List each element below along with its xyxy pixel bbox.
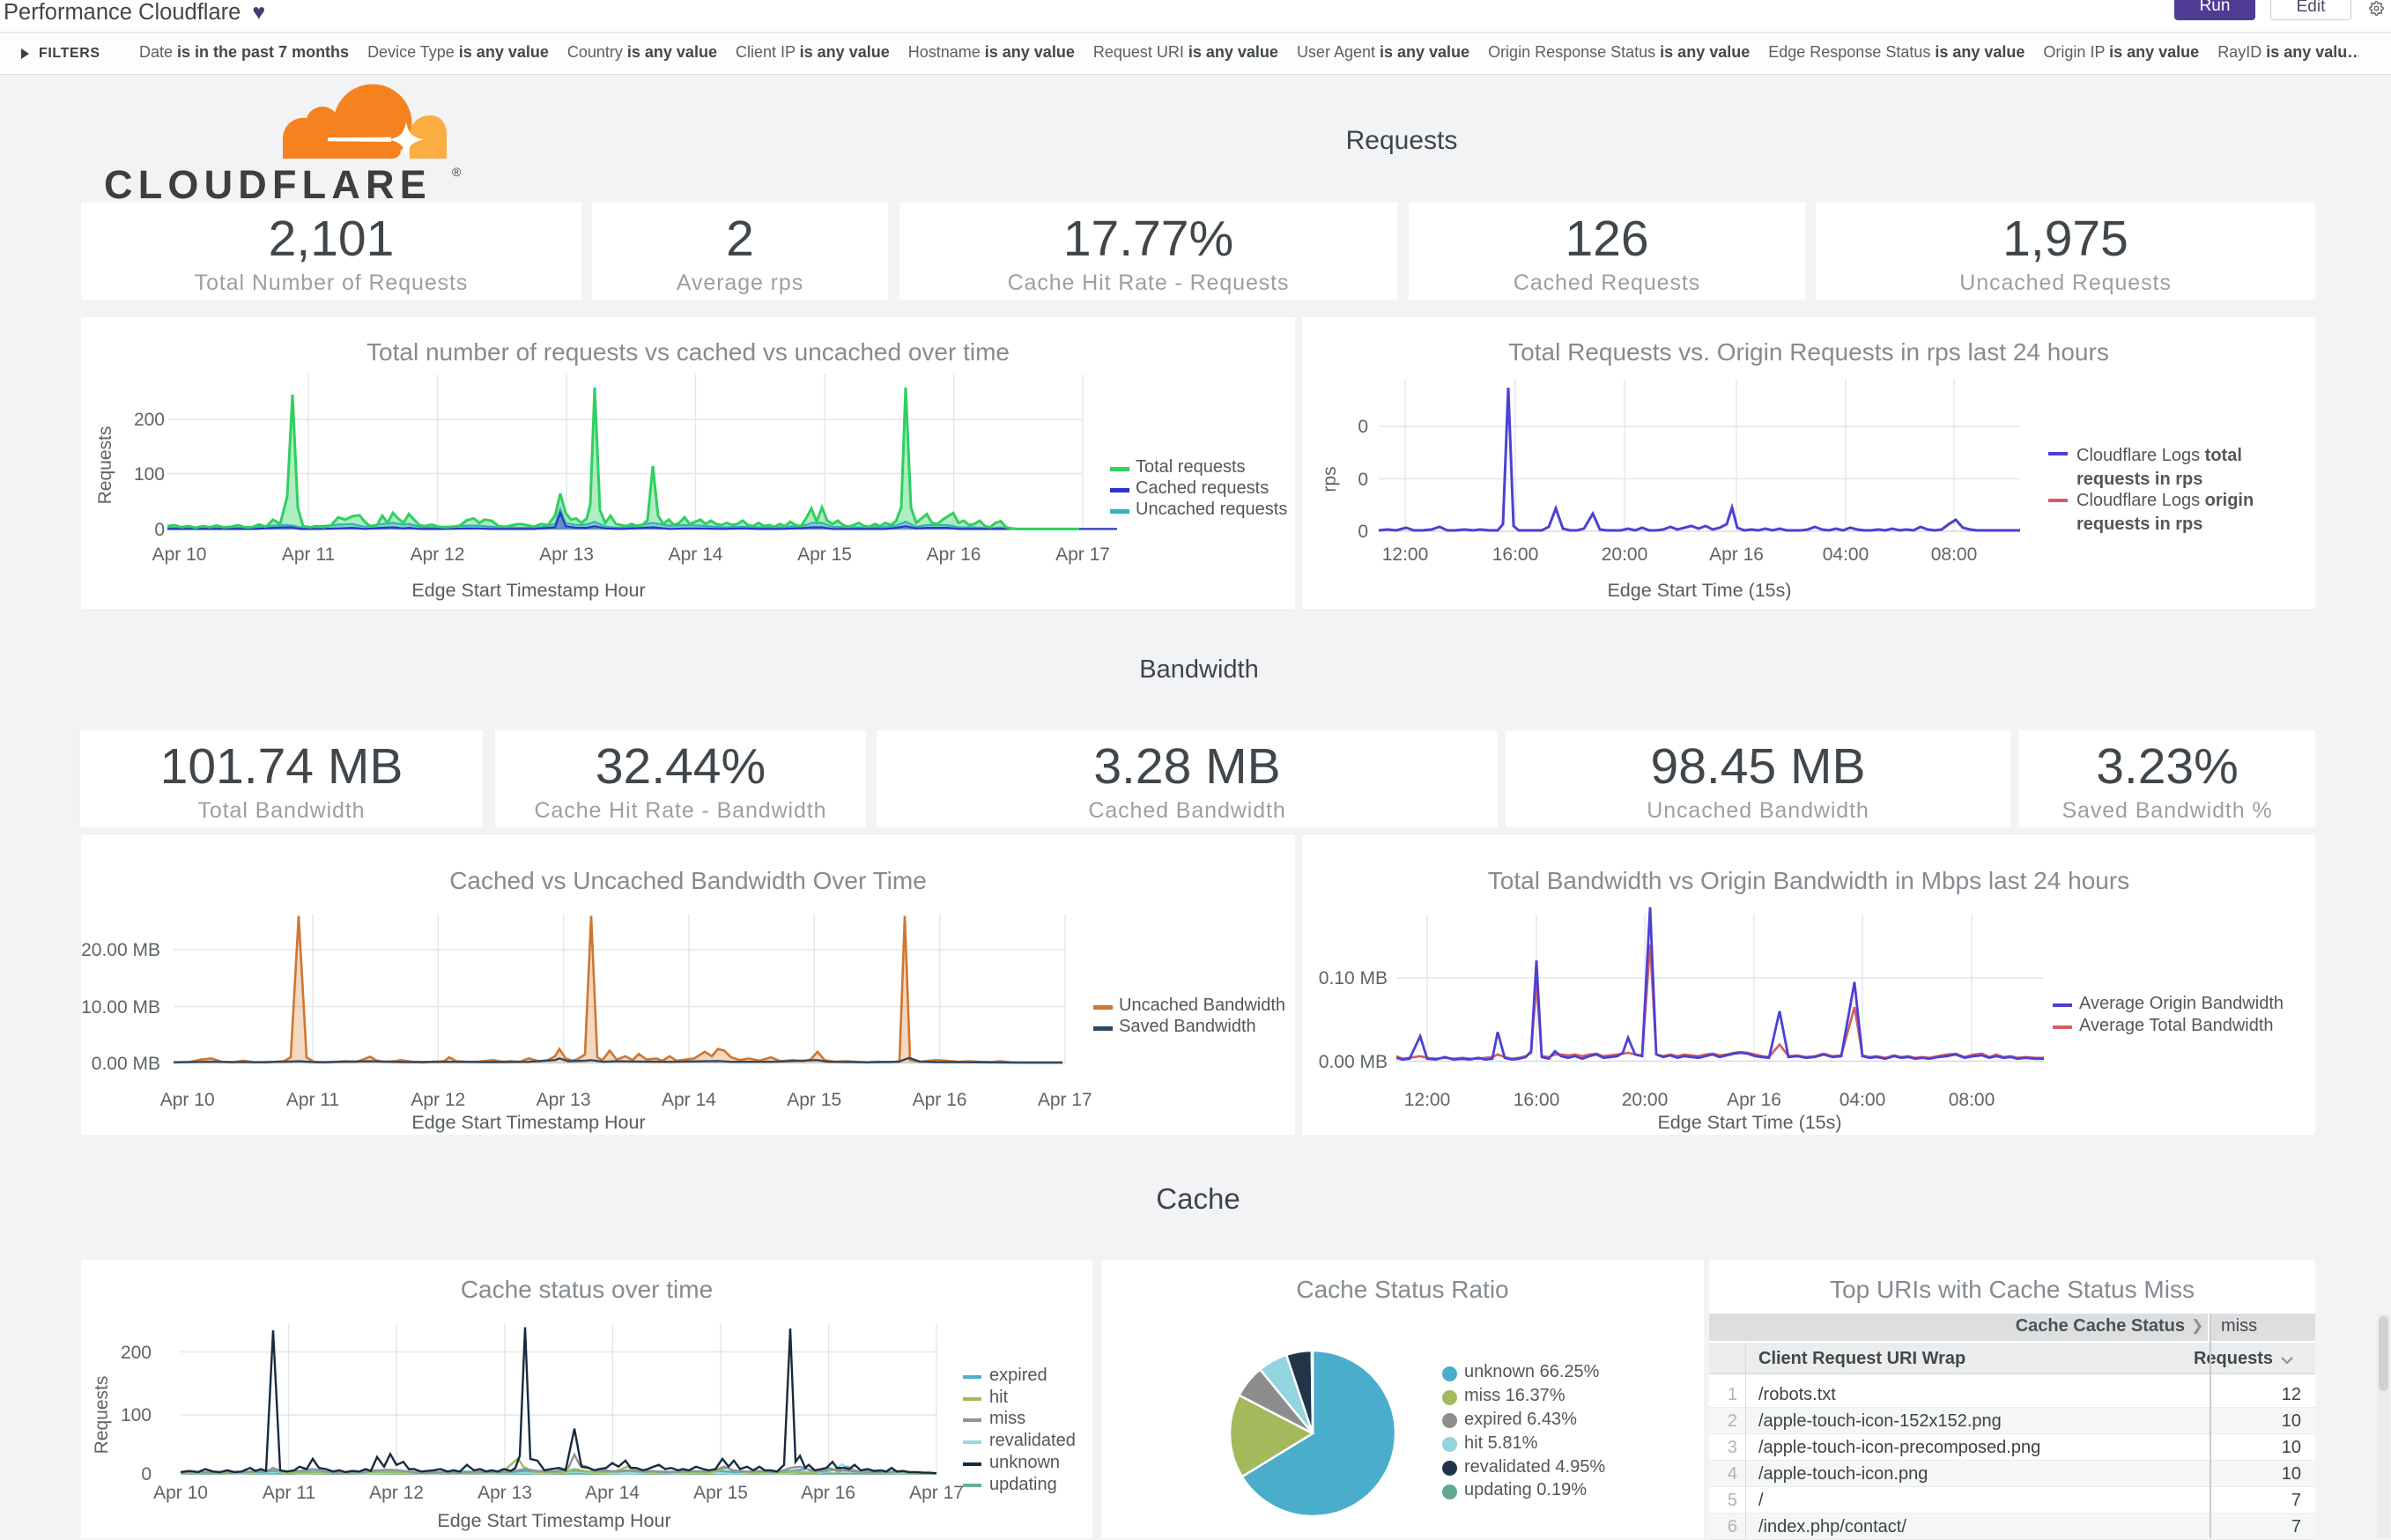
svg-text:CLOUDFLARE: CLOUDFLARE	[104, 162, 432, 204]
svg-text:®: ®	[452, 165, 462, 179]
